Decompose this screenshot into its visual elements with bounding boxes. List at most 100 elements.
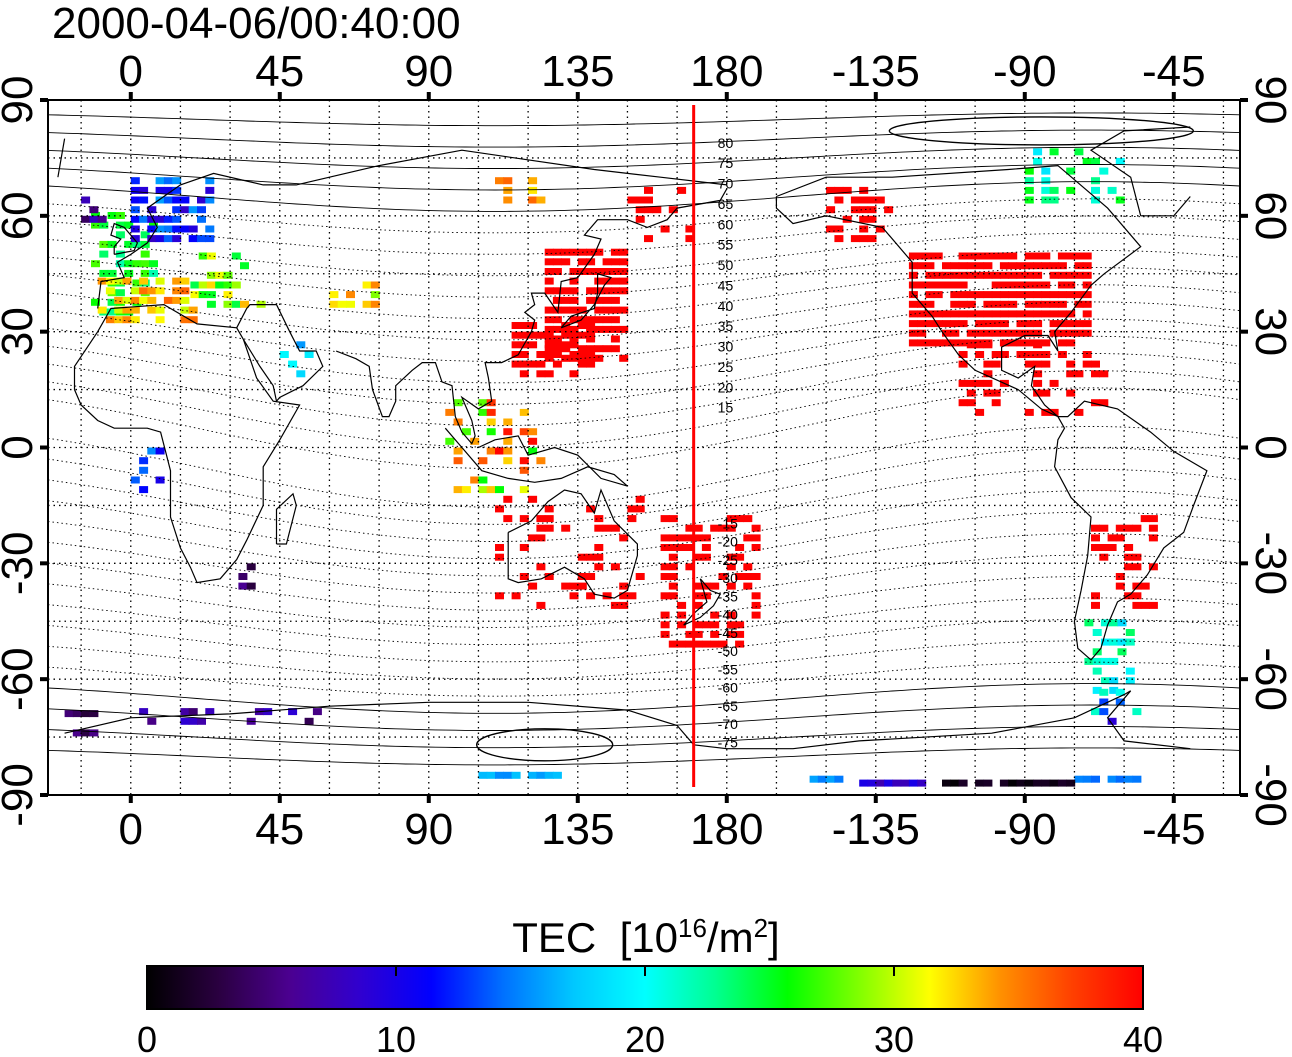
tec-cell bbox=[1099, 688, 1109, 696]
tec-cell bbox=[602, 306, 612, 314]
tec-cell bbox=[1033, 281, 1043, 289]
colorbar-tick-label: 20 bbox=[625, 1019, 665, 1057]
tec-cell bbox=[644, 186, 653, 194]
tec-cell bbox=[188, 235, 198, 243]
contour-label: -35 bbox=[718, 588, 738, 604]
tec-cell bbox=[147, 225, 157, 233]
colorbar-unit-suffix: ] bbox=[768, 914, 780, 961]
tec-cell bbox=[743, 515, 753, 523]
tec-cell bbox=[1092, 657, 1102, 665]
tec-cell bbox=[586, 351, 596, 358]
tec-cell bbox=[668, 640, 678, 648]
tec-cell bbox=[991, 281, 1001, 289]
left-lat-label: 60 bbox=[0, 191, 42, 240]
tec-cell bbox=[478, 486, 488, 494]
tec-cell bbox=[586, 316, 596, 324]
tec-cell bbox=[751, 611, 761, 619]
tec-cell bbox=[859, 225, 869, 233]
tec-cell bbox=[528, 186, 538, 194]
magnetic-latitude-contours bbox=[48, 112, 1240, 766]
contour-label: -15 bbox=[718, 515, 738, 531]
tec-cell bbox=[205, 196, 215, 204]
tec-cell bbox=[859, 196, 869, 204]
tec-cell bbox=[1057, 779, 1067, 787]
tec-cell bbox=[1115, 573, 1125, 580]
tec-cell bbox=[627, 505, 637, 513]
tec-cell bbox=[1041, 186, 1051, 194]
tec-cell bbox=[958, 320, 968, 328]
tec-cell bbox=[1066, 370, 1076, 378]
tec-cell bbox=[875, 779, 885, 787]
tec-cell bbox=[240, 262, 249, 270]
tec-cell bbox=[132, 260, 142, 268]
tec-cell bbox=[1132, 524, 1142, 532]
tec-cell bbox=[1125, 667, 1135, 675]
tec-cell bbox=[544, 573, 554, 580]
tec-cell bbox=[999, 310, 1009, 318]
top-tick bbox=[873, 92, 878, 100]
tec-cell bbox=[197, 215, 206, 223]
tec-cell bbox=[1049, 262, 1059, 270]
right-tick bbox=[1240, 329, 1248, 334]
tec-cell bbox=[536, 351, 546, 358]
right-lat-label: -90 bbox=[1246, 763, 1292, 827]
tec-cell bbox=[503, 196, 513, 204]
colorbar-label: TEC bbox=[512, 914, 597, 961]
tec-cell bbox=[1066, 329, 1076, 337]
bottom-lon-label: 0 bbox=[119, 805, 143, 854]
tec-cell bbox=[917, 339, 927, 347]
contour-label: 40 bbox=[718, 298, 734, 314]
contour-label: 70 bbox=[718, 176, 734, 192]
tec-cell bbox=[511, 351, 521, 358]
tec-cell bbox=[130, 306, 140, 314]
timestamp-title: 2000-04-06/00:40:00 bbox=[52, 0, 461, 48]
tec-cell bbox=[346, 291, 355, 299]
tec-cell bbox=[1041, 177, 1051, 185]
tec-cell bbox=[1115, 688, 1125, 696]
tec-cell bbox=[1082, 271, 1092, 279]
tec-cell bbox=[859, 206, 869, 214]
contour-label: 60 bbox=[718, 216, 734, 232]
contour-label: 15 bbox=[718, 400, 734, 416]
tec-cell bbox=[966, 399, 976, 407]
tec-cell bbox=[1066, 252, 1076, 260]
tec-cell bbox=[445, 437, 455, 445]
tec-cell bbox=[908, 262, 918, 270]
tec-cell bbox=[685, 544, 695, 551]
tec-cell bbox=[933, 252, 943, 260]
tec-cell bbox=[950, 271, 960, 279]
tec-cell bbox=[619, 534, 629, 542]
tec-cell bbox=[1041, 262, 1051, 270]
tec-cell bbox=[602, 592, 612, 600]
tec-cell bbox=[925, 271, 935, 279]
tec-cell bbox=[97, 215, 107, 223]
top-lon-label: -45 bbox=[1142, 47, 1206, 96]
colorbar-gradient bbox=[146, 965, 1144, 1010]
tec-cell bbox=[536, 534, 546, 542]
tec-cell bbox=[107, 212, 117, 219]
tec-cell bbox=[132, 279, 142, 287]
tec-cell bbox=[1099, 553, 1109, 561]
tec-cell bbox=[586, 345, 596, 353]
tec-cell bbox=[610, 248, 620, 256]
tec-cell bbox=[933, 271, 943, 279]
tec-cell bbox=[503, 418, 513, 426]
tec-cell bbox=[163, 235, 173, 243]
tec-cell bbox=[635, 215, 645, 223]
tec-cell bbox=[975, 379, 985, 387]
tec-cell bbox=[99, 221, 109, 229]
tec-cell bbox=[552, 341, 562, 349]
tec-cell bbox=[594, 296, 604, 304]
tec-cell bbox=[1024, 360, 1034, 368]
tec-cell bbox=[610, 277, 620, 285]
tec-cell bbox=[130, 206, 140, 214]
tec-cell bbox=[147, 296, 157, 304]
tec-cell bbox=[205, 186, 215, 194]
tec-cell bbox=[991, 399, 1001, 407]
contour-line bbox=[48, 284, 1240, 341]
tec-cell bbox=[983, 291, 993, 299]
tec-cell bbox=[594, 277, 604, 285]
coastline-greenland bbox=[57, 126, 1191, 217]
contour-line bbox=[48, 146, 1240, 169]
colorbar-tick-label: 40 bbox=[1123, 1019, 1163, 1057]
